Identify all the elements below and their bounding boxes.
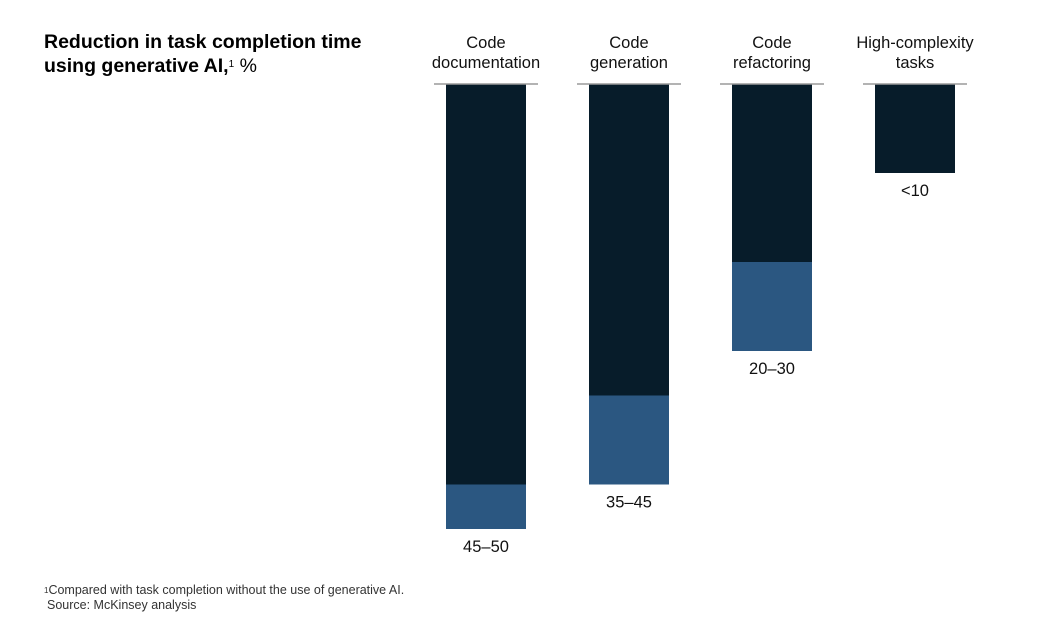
footnote: 1Compared with task completion without t… [44, 583, 404, 613]
value-label: <10 [901, 182, 929, 200]
bar-base-segment [446, 84, 526, 485]
value-label: 45–50 [463, 538, 509, 556]
chart-title: Reduction in task completion time using … [44, 30, 384, 78]
category-label: Code generation [590, 34, 668, 72]
chart-title-text: Reduction in task completion time using … [44, 31, 362, 77]
category-label: Code refactoring [733, 34, 811, 72]
bar-base-segment [732, 84, 812, 262]
footnote-line: 1Compared with task completion without t… [44, 583, 404, 598]
bar-range-segment [446, 484, 526, 529]
title-footnote-ref: 1 [228, 59, 235, 70]
bar-base-segment [875, 84, 955, 173]
bar-range-segment [732, 262, 812, 351]
value-label: 35–45 [606, 494, 652, 512]
bar-base-segment [589, 84, 669, 396]
category-label: High-complexity tasks [856, 34, 974, 72]
bar-range-segment [589, 395, 669, 485]
source-line: Source: McKinsey analysis [47, 598, 197, 612]
footnote-text: Compared with task completion without th… [48, 583, 405, 597]
category-label: Code documentation [432, 34, 540, 72]
value-label: 20–30 [749, 360, 795, 378]
chart-title-unit: % [239, 55, 257, 77]
footnote-ref: 1 [44, 586, 49, 595]
